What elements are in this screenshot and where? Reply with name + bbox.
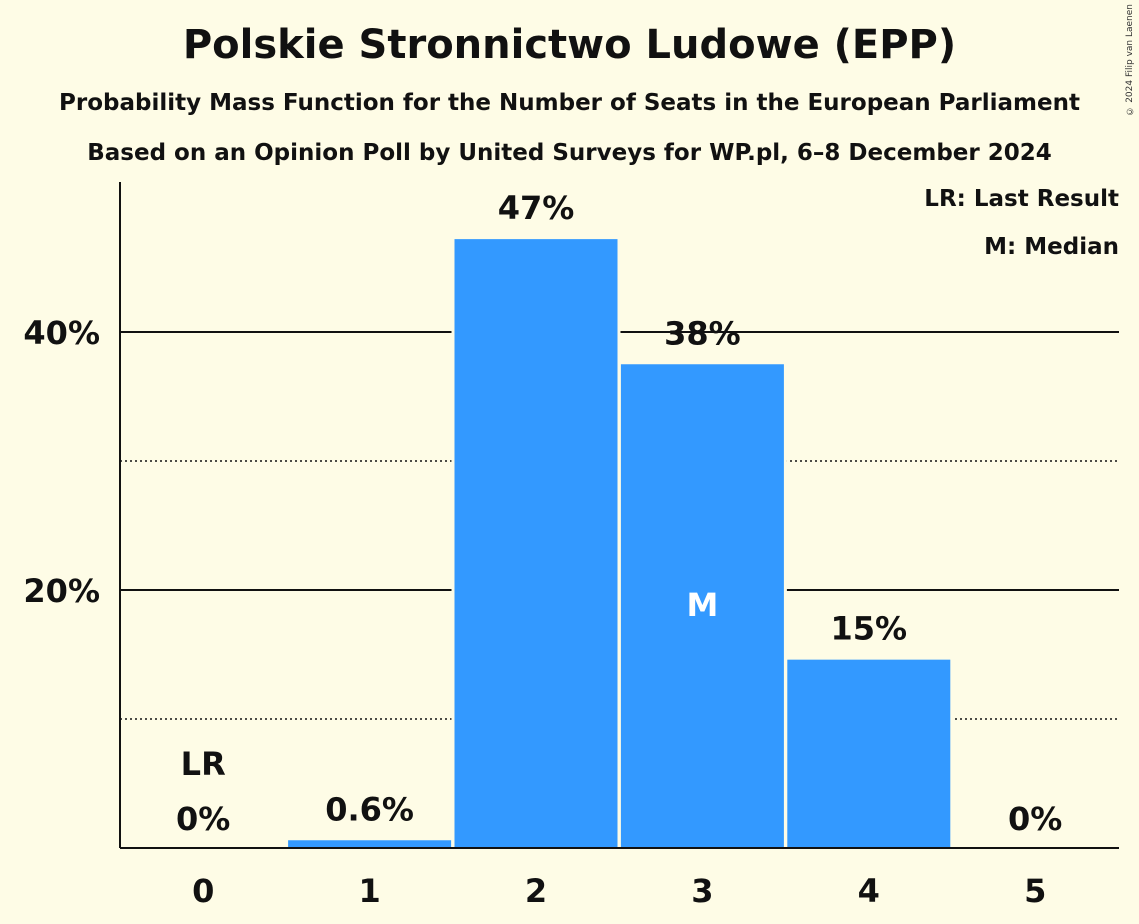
y-tick-label: 20% bbox=[23, 572, 100, 610]
x-tick-label: 2 bbox=[525, 872, 547, 910]
y-tick-label: 40% bbox=[23, 314, 100, 352]
data-label: 47% bbox=[498, 189, 575, 227]
legend-median: M: Median bbox=[984, 234, 1119, 260]
data-label: 0.6% bbox=[325, 790, 414, 828]
x-tick-label: 1 bbox=[358, 872, 380, 910]
bar-3 bbox=[620, 364, 784, 848]
x-tick-label: 5 bbox=[1024, 872, 1046, 910]
chart-subtitle: Probability Mass Function for the Number… bbox=[59, 90, 1080, 116]
bar-2 bbox=[454, 239, 618, 848]
x-tick-label: 4 bbox=[858, 872, 880, 910]
median-marker: M bbox=[686, 586, 718, 624]
bar-1 bbox=[288, 840, 452, 848]
data-label: 0% bbox=[176, 800, 230, 838]
legend-last-result: LR: Last Result bbox=[924, 186, 1119, 212]
bar-4 bbox=[787, 659, 951, 848]
data-label: 15% bbox=[831, 610, 908, 648]
x-tick-label: 3 bbox=[691, 872, 713, 910]
chart-source-note: Based on an Opinion Poll by United Surve… bbox=[87, 140, 1052, 166]
data-label: 38% bbox=[664, 314, 741, 352]
chart-title: Polskie Stronnictwo Ludowe (EPP) bbox=[182, 22, 957, 68]
last-result-marker: LR bbox=[181, 745, 226, 783]
data-label: 0% bbox=[1008, 800, 1062, 838]
x-tick-label: 0 bbox=[192, 872, 214, 910]
